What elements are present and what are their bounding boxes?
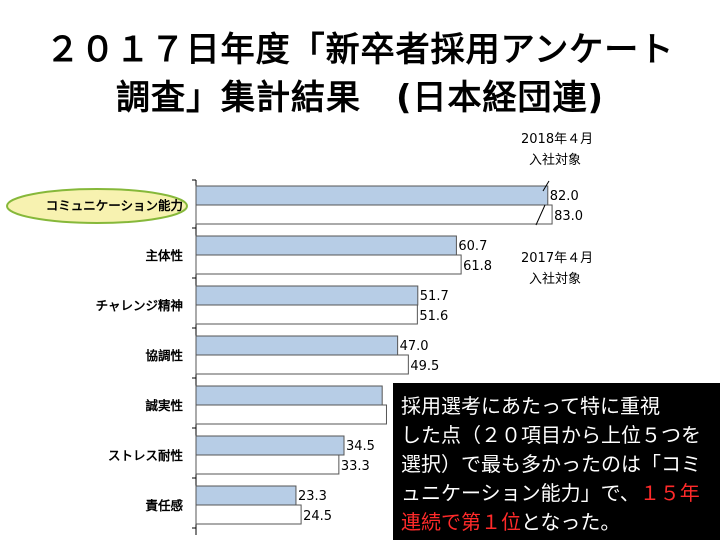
bar-2017 <box>195 404 387 425</box>
bar-2018 <box>195 285 419 306</box>
category-label: 協調性 <box>145 348 183 363</box>
value-label-2018: 60.7 <box>458 239 487 254</box>
bar-2017 <box>195 304 418 325</box>
note-line-5-red: 連続で第１位 <box>401 510 521 534</box>
note-line-4: ュニケーション能力」で、１５年 <box>401 479 720 508</box>
value-label-2018: 34.5 <box>346 439 375 454</box>
bar-2018 <box>195 185 549 206</box>
value-label-2017: 83.0 <box>554 209 583 224</box>
category-label: 主体性 <box>145 248 183 263</box>
note-line-1: 採用選考にあたって特に重視 <box>401 394 660 418</box>
legend-2017-pointer <box>535 204 546 226</box>
bar-2018 <box>195 485 297 506</box>
highlight-ellipse <box>6 188 188 224</box>
title-line-1: ２０１７日年度「新卒者採用アンケート <box>45 30 675 70</box>
value-label-2018: 82.0 <box>550 189 579 204</box>
note-line-3: 選択）で最も多かったのは「コミ <box>401 452 701 476</box>
value-label-2018: 47.0 <box>400 339 429 354</box>
value-label-2017: 51.6 <box>419 309 448 324</box>
category-label: 責任感 <box>145 498 183 513</box>
note-line-5-text: となった。 <box>521 510 621 534</box>
note-line-4-red: １５年 <box>639 481 700 505</box>
bar-2017 <box>195 254 462 275</box>
legend-2017-line1: 2017年４月 <box>521 251 593 266</box>
value-label-2018: 23.3 <box>298 489 327 504</box>
bar-2017 <box>195 354 409 375</box>
bar-2018 <box>195 435 345 456</box>
bar-2017 <box>195 504 302 525</box>
value-label-2017: 61.8 <box>463 259 492 274</box>
legend-2018-pointer <box>542 180 550 192</box>
category-label: 誠実性 <box>145 398 183 413</box>
title-line-2: 調査」集計結果 (日本経団連) <box>115 78 605 118</box>
value-label-2017: 33.3 <box>341 459 370 474</box>
value-label-2018: 51.7 <box>420 289 449 304</box>
bar-2017 <box>195 204 553 225</box>
bar-2018 <box>195 335 399 356</box>
legend-2018-line1: 2018年４月 <box>521 132 593 147</box>
category-label: チャレンジ精神 <box>96 298 183 313</box>
note-line-2: した点（２０項目から上位５つを <box>401 423 701 447</box>
note-line-5: 連続で第１位となった。 <box>401 508 720 537</box>
category-label: コミュニケーション能力 <box>46 198 183 213</box>
bar-2018 <box>195 385 383 406</box>
value-label-2017: 49.5 <box>410 359 439 374</box>
legend-2018-line2: 入社対象 <box>529 152 581 168</box>
value-label-2017: 24.5 <box>303 509 332 524</box>
legend-2017-line2: 入社対象 <box>529 271 581 287</box>
bar-2018 <box>195 235 457 256</box>
summary-note: 採用選考にあたって特に重視 した点（２０項目から上位５つを 選択）で最も多かった… <box>393 383 720 540</box>
note-line-4-text: ュニケーション能力」で、 <box>401 481 640 505</box>
bar-2017 <box>195 454 340 475</box>
category-label: ストレス耐性 <box>108 448 184 463</box>
